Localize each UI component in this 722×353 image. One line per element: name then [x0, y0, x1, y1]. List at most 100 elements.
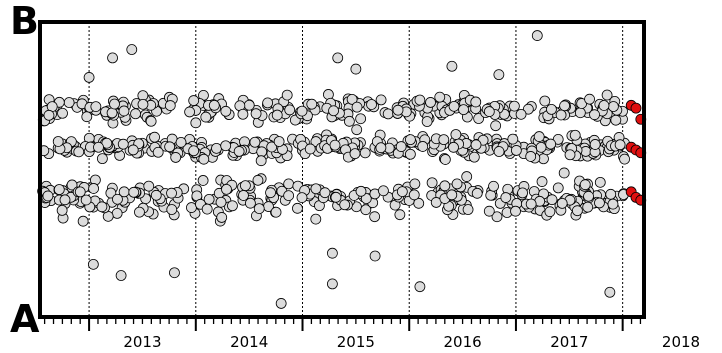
data-point: [589, 139, 601, 150]
data-point: [446, 189, 458, 201]
data-point: [355, 113, 367, 125]
data-point: [127, 144, 139, 156]
data-point: [216, 212, 228, 223]
data-point: [604, 286, 616, 298]
data-point: [517, 187, 528, 199]
data-point: [508, 100, 520, 112]
data-point: [238, 190, 249, 201]
data-point: [208, 99, 220, 111]
data-point: [166, 187, 177, 199]
data-point: [408, 189, 420, 201]
data-point: [396, 186, 408, 197]
data-point: [404, 148, 416, 160]
data-point: [126, 44, 138, 55]
data-point: [255, 155, 267, 167]
data-point: [450, 129, 462, 140]
data-point: [221, 183, 232, 195]
data-point: [188, 145, 200, 157]
data-point: [473, 113, 485, 124]
data-point: [409, 178, 421, 190]
data-point: [522, 103, 534, 115]
data-point: [170, 152, 182, 163]
data-point: [164, 100, 176, 111]
data-point: [59, 194, 71, 206]
data-point: [283, 190, 295, 202]
data-point: [552, 182, 564, 194]
data-point: [525, 151, 537, 162]
data-point: [74, 186, 86, 198]
data-point: [375, 142, 387, 154]
data-point: [610, 114, 622, 126]
data-point: [500, 192, 512, 203]
data-point: [188, 95, 200, 106]
data-point: [535, 141, 547, 153]
data-point: [227, 200, 238, 212]
data-point: [80, 194, 92, 206]
data-point: [470, 139, 482, 151]
data-point: [57, 107, 68, 119]
data-point: [292, 202, 303, 214]
data-point: [608, 101, 619, 112]
data-point: [421, 116, 433, 127]
x-tick-label: 2017: [550, 333, 588, 351]
data-point: [556, 197, 568, 209]
data-point: [378, 185, 389, 197]
data-point: [559, 100, 571, 112]
data-point: [271, 109, 283, 121]
data-point: [200, 111, 212, 123]
data-point: [215, 196, 227, 208]
data-point: [53, 184, 65, 195]
data-point: [197, 175, 209, 186]
data-point: [594, 197, 605, 209]
data-point: [150, 189, 162, 201]
data-point: [270, 206, 282, 218]
data-point: [152, 146, 164, 158]
data-point: [184, 106, 196, 118]
data-point: [52, 136, 64, 147]
data-point: [510, 205, 521, 217]
data-point: [273, 136, 285, 147]
data-point: [328, 105, 339, 117]
data-point: [451, 178, 463, 190]
data-point: [63, 97, 75, 108]
data-point: [233, 146, 245, 157]
data-point: [169, 267, 180, 279]
x-tick-label: 2014: [230, 333, 268, 351]
endpoint-label-a: A: [10, 297, 40, 341]
data-point: [375, 94, 387, 106]
data-point: [112, 193, 123, 205]
data-point: [360, 193, 372, 204]
data-point: [439, 180, 451, 192]
data-point: [118, 105, 130, 117]
data-point: [330, 191, 342, 203]
data-point: [619, 153, 630, 165]
data-point: [237, 108, 249, 120]
data-point: [145, 115, 157, 127]
data-point: [510, 145, 522, 156]
x-tick-label: 2015: [337, 333, 375, 351]
data-point: [250, 108, 262, 120]
data-point: [458, 104, 469, 116]
data-point: [555, 109, 567, 121]
data-point: [414, 281, 426, 293]
data-point: [128, 186, 140, 198]
data-point: [245, 197, 256, 209]
data-point: [106, 107, 118, 119]
data-point: [343, 115, 355, 127]
data-point: [137, 98, 149, 110]
data-point: [107, 52, 118, 64]
data-point: [471, 187, 483, 199]
data-point: [349, 148, 361, 160]
data-point: [56, 204, 68, 216]
data-point: [490, 120, 502, 132]
data-point: [571, 205, 583, 217]
data-point: [117, 138, 129, 150]
data-point: [395, 141, 407, 152]
data-point: [439, 154, 451, 165]
data-point: [607, 198, 619, 210]
data-point: [414, 94, 426, 106]
x-tick-label: 2016: [443, 333, 481, 351]
x-tick-label: 2013: [123, 333, 161, 351]
data-point: [546, 103, 557, 115]
data-point: [569, 129, 581, 141]
